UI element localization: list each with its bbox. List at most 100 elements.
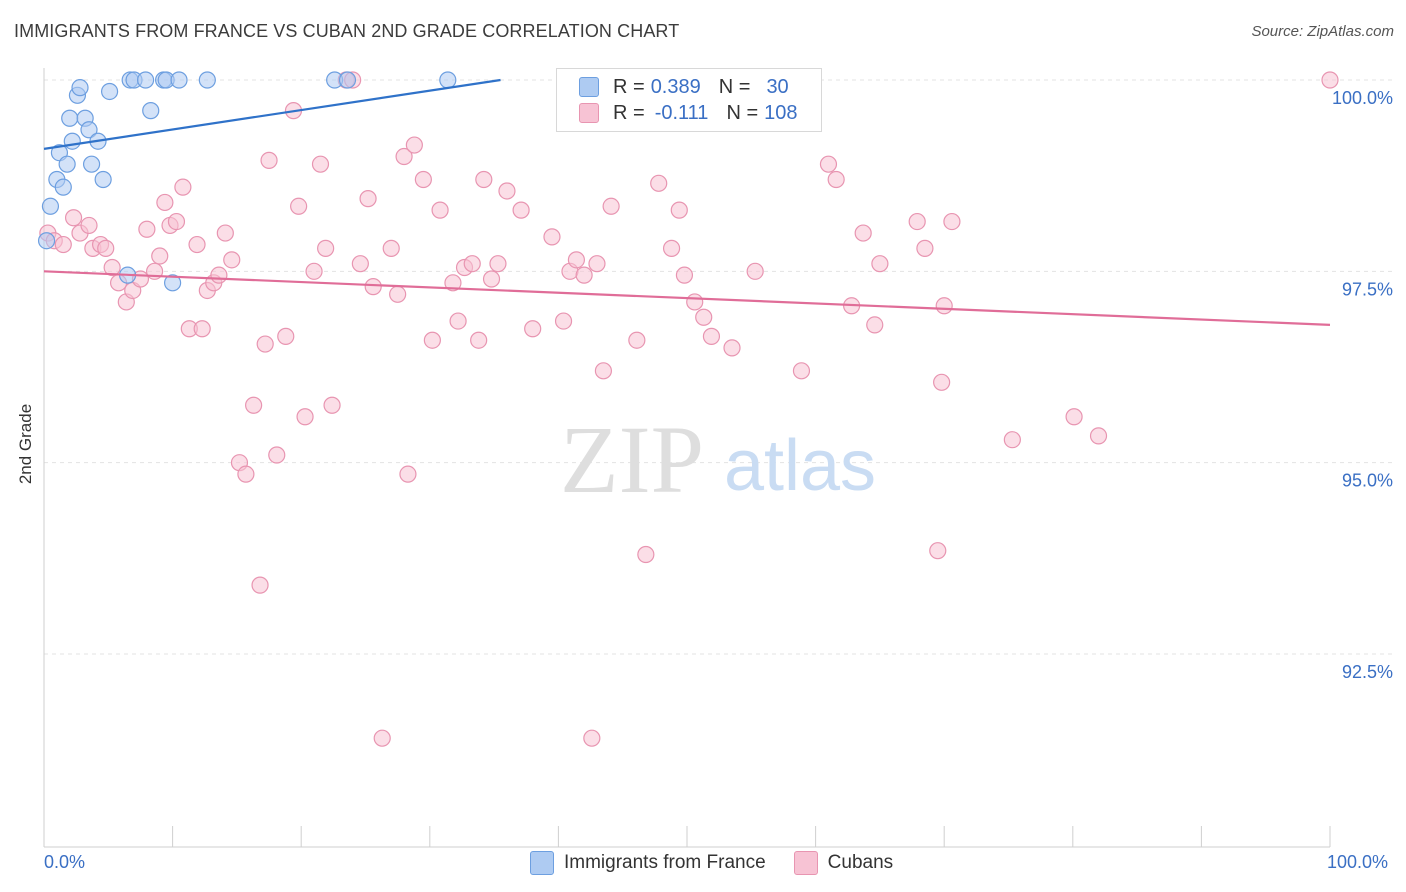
- france-swatch: [579, 77, 599, 97]
- cubans-point: [746, 262, 764, 280]
- cubans-point: [64, 209, 83, 227]
- cubans-point: [602, 197, 620, 215]
- cubans-point: [373, 729, 391, 747]
- cubans-point: [423, 331, 441, 349]
- cubans-point: [351, 255, 369, 273]
- cubans-legend-swatch: [793, 851, 818, 875]
- cubans-point: [498, 182, 516, 200]
- cubans-point: [543, 228, 561, 246]
- cubans-point: [317, 239, 335, 257]
- watermark-atlas: atlas: [724, 426, 876, 506]
- x-tick-label-max: 100.0%: [1327, 852, 1389, 872]
- france-point: [63, 132, 81, 150]
- france-point: [94, 170, 112, 189]
- cubans-legend-label: Cubans: [827, 852, 894, 873]
- cubans-point: [554, 312, 573, 330]
- cubans-point: [637, 545, 655, 564]
- france-point: [58, 155, 76, 173]
- cubans-point: [475, 170, 493, 189]
- cubans-point: [167, 212, 186, 231]
- cubans-point: [156, 193, 174, 212]
- cubans-point: [482, 270, 501, 288]
- legend-item-france[interactable]: Immigrants from France: [530, 851, 766, 875]
- cubans-point: [935, 297, 953, 315]
- cubans-point: [389, 285, 407, 303]
- cubans-point: [588, 255, 606, 273]
- cubans-point: [237, 465, 255, 483]
- correlation-legend: R = 0.389 N = 30 R = -0.111 N = 108: [556, 68, 822, 132]
- cubans-point: [1065, 408, 1083, 426]
- cubans-swatch: [579, 103, 599, 123]
- cubans-point: [929, 542, 947, 560]
- cubans-point: [268, 446, 286, 464]
- cubans-point: [670, 201, 688, 219]
- series-legend: Immigrants from France Cubans: [530, 851, 921, 875]
- france-point: [198, 71, 216, 89]
- cubans-point: [80, 216, 98, 235]
- cubans-point: [444, 274, 462, 292]
- france-point: [164, 274, 182, 292]
- cubans-point: [943, 212, 961, 231]
- cubans-point: [251, 576, 269, 594]
- cubans-point: [1003, 431, 1021, 449]
- legend-row-france: R = 0.389 N = 30: [579, 74, 789, 100]
- cubans-point: [277, 327, 295, 345]
- legend-item-cubans[interactable]: Cubans: [793, 851, 894, 875]
- france-point: [82, 155, 101, 173]
- cubans-point: [723, 339, 741, 357]
- cubans-point: [399, 465, 417, 483]
- x-tick-label-min: 0.0%: [44, 852, 86, 872]
- cubans-point: [827, 170, 845, 189]
- france-point: [100, 82, 119, 101]
- france-point: [439, 71, 457, 89]
- cubans-point: [933, 373, 951, 391]
- cubans-point: [103, 258, 121, 277]
- cubans-trend-line: [43, 270, 1331, 327]
- cubans-point: [216, 224, 234, 242]
- gridlines: [44, 79, 1392, 655]
- cubans-point: [296, 408, 314, 426]
- cubans-point: [193, 320, 211, 338]
- cubans-point: [223, 251, 241, 269]
- cubans-point: [256, 335, 274, 353]
- france-point: [37, 232, 56, 250]
- cubans-point: [138, 220, 156, 238]
- cubans-r-label: R =: [613, 101, 645, 124]
- cubans-point: [650, 174, 668, 192]
- cubans-point: [908, 212, 926, 231]
- france-point: [80, 121, 98, 139]
- cubans-n-label: N =: [726, 101, 759, 124]
- cubans-point: [594, 362, 613, 380]
- watermark-zip: ZIP: [560, 406, 704, 513]
- france-point: [71, 79, 89, 97]
- y-tick-label: 100.0%: [1332, 88, 1393, 108]
- france-point: [41, 197, 60, 215]
- france-legend-label: Immigrants from France: [564, 852, 766, 873]
- cubans-point: [431, 201, 449, 219]
- cubans-point: [512, 201, 530, 219]
- cubans-point: [695, 308, 713, 326]
- cubans-point: [662, 239, 681, 257]
- france-point: [136, 71, 155, 89]
- cubans-point: [916, 239, 934, 257]
- france-n-label: N =: [718, 75, 751, 98]
- cubans-point: [819, 155, 838, 173]
- y-tick-label: 92.5%: [1342, 662, 1393, 682]
- watermark: ZIP atlas: [560, 406, 876, 513]
- cubans-point: [575, 266, 593, 284]
- france-points: [37, 71, 807, 292]
- cubans-point: [364, 278, 382, 296]
- france-r-value: 0.389: [650, 75, 701, 98]
- cubans-point: [174, 178, 192, 196]
- france-legend-swatch: [530, 851, 554, 875]
- cubans-point: [210, 266, 228, 284]
- cubans-point: [866, 316, 884, 334]
- france-point: [61, 109, 79, 127]
- france-point: [170, 71, 188, 89]
- cubans-point: [702, 327, 721, 345]
- cubans-point: [305, 262, 323, 280]
- cubans-point: [359, 190, 377, 208]
- cubans-point: [290, 197, 308, 215]
- cubans-point: [1089, 427, 1108, 445]
